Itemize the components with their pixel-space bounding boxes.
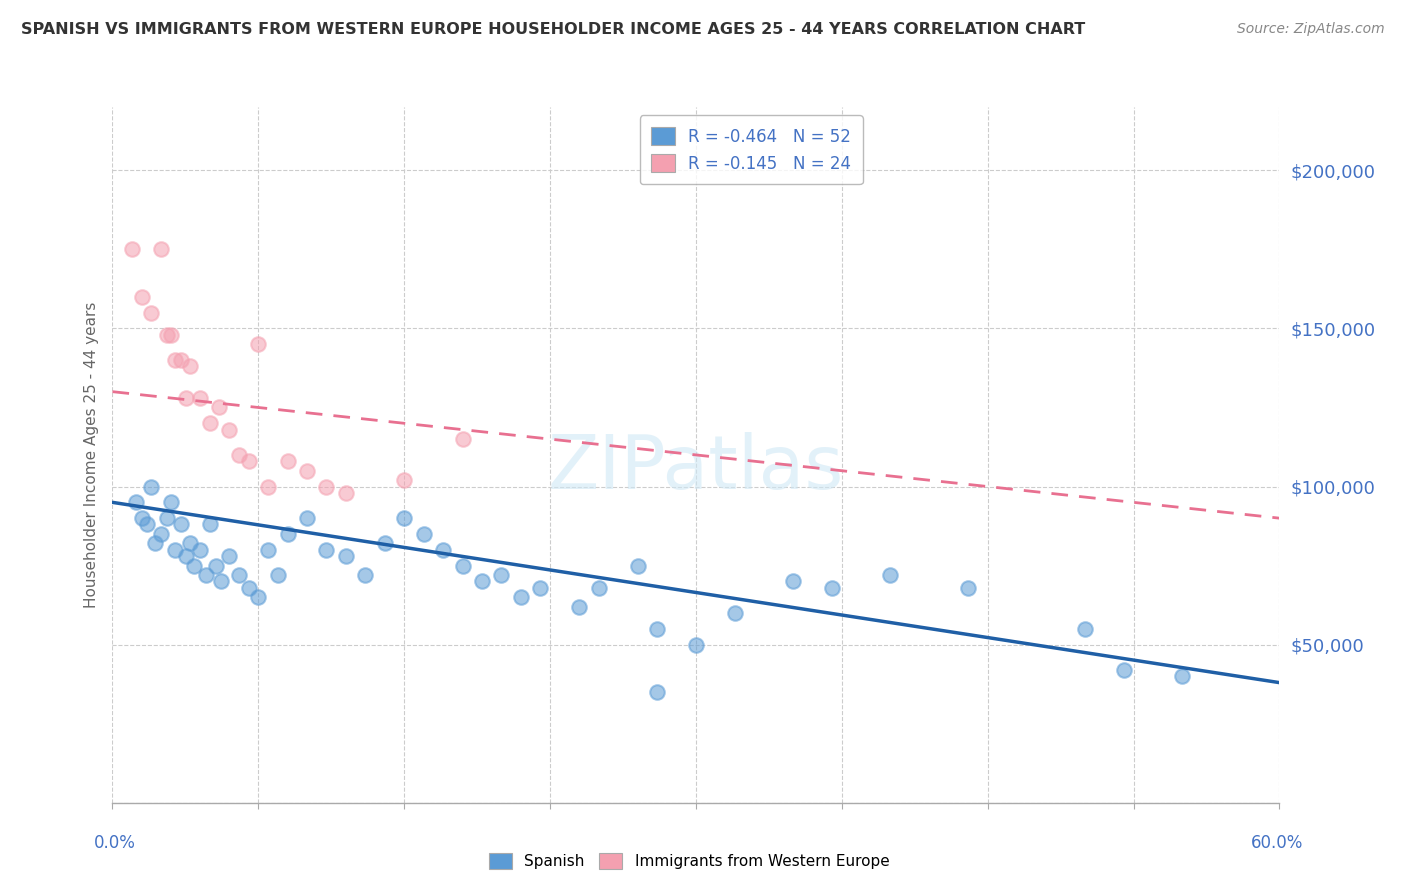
Spanish [143,536,166,550]
Spanish [163,542,186,557]
Spanish [432,542,454,557]
Immigrants from Western Europe [169,353,191,368]
Immigrants from Western Europe [451,432,474,446]
Immigrants from Western Europe [257,479,280,493]
Spanish [1171,669,1194,683]
Immigrants from Western Europe [188,391,211,405]
Spanish [125,495,148,509]
Spanish [176,549,198,563]
Spanish [471,574,494,589]
Immigrants from Western Europe [218,423,240,437]
Spanish [315,542,337,557]
Spanish [267,568,290,582]
Immigrants from Western Europe [176,391,198,405]
Spanish [627,558,650,573]
Immigrants from Western Europe [276,454,298,468]
Spanish [451,558,474,573]
Spanish [218,549,240,563]
Immigrants from Western Europe [228,448,250,462]
Text: ZIPatlas: ZIPatlas [548,433,844,506]
Immigrants from Western Europe [160,327,183,342]
Spanish [247,591,270,605]
Immigrants from Western Europe [121,243,143,257]
Spanish [150,527,173,541]
Immigrants from Western Europe [394,473,416,487]
Immigrants from Western Europe [238,454,260,468]
Immigrants from Western Europe [198,417,221,431]
Spanish [204,558,226,573]
Spanish [374,536,396,550]
Spanish [194,568,217,582]
Immigrants from Western Europe [335,486,357,500]
Text: SPANISH VS IMMIGRANTS FROM WESTERN EUROPE HOUSEHOLDER INCOME AGES 25 - 44 YEARS : SPANISH VS IMMIGRANTS FROM WESTERN EUROP… [21,22,1085,37]
Spanish [509,591,531,605]
Spanish [183,558,205,573]
Immigrants from Western Europe [247,337,270,351]
Spanish [295,511,318,525]
Immigrants from Western Europe [315,479,337,493]
Spanish [238,581,260,595]
Immigrants from Western Europe [131,290,153,304]
Spanish [136,517,159,532]
Immigrants from Western Europe [163,353,186,368]
Spanish [1112,663,1135,677]
Spanish [491,568,513,582]
Spanish [169,517,191,532]
Spanish [529,581,551,595]
Legend: R = -0.464   N = 52, R = -0.145   N = 24: R = -0.464 N = 52, R = -0.145 N = 24 [640,115,863,185]
Spanish [645,622,668,636]
Spanish [588,581,610,595]
Spanish [160,495,183,509]
Spanish [228,568,250,582]
Spanish [131,511,153,525]
Y-axis label: Householder Income Ages 25 - 44 years: Householder Income Ages 25 - 44 years [83,301,98,608]
Spanish [412,527,434,541]
Spanish [879,568,901,582]
Spanish [685,638,707,652]
Spanish [568,599,591,614]
Immigrants from Western Europe [150,243,173,257]
Spanish [354,568,377,582]
Spanish [1074,622,1097,636]
Legend: Spanish, Immigrants from Western Europe: Spanish, Immigrants from Western Europe [482,847,896,875]
Spanish [198,517,221,532]
Immigrants from Western Europe [141,305,163,319]
Immigrants from Western Europe [156,327,179,342]
Spanish [188,542,211,557]
Immigrants from Western Europe [208,401,231,415]
Text: Source: ZipAtlas.com: Source: ZipAtlas.com [1237,22,1385,37]
Text: 60.0%: 60.0% [1250,834,1303,852]
Spanish [724,606,747,620]
Spanish [645,685,668,699]
Spanish [179,536,201,550]
Text: 0.0%: 0.0% [94,834,136,852]
Spanish [141,479,163,493]
Spanish [782,574,804,589]
Spanish [821,581,844,595]
Immigrants from Western Europe [295,464,318,478]
Spanish [394,511,416,525]
Spanish [257,542,280,557]
Spanish [957,581,980,595]
Immigrants from Western Europe [179,359,201,374]
Spanish [335,549,357,563]
Spanish [156,511,179,525]
Spanish [276,527,298,541]
Spanish [209,574,232,589]
